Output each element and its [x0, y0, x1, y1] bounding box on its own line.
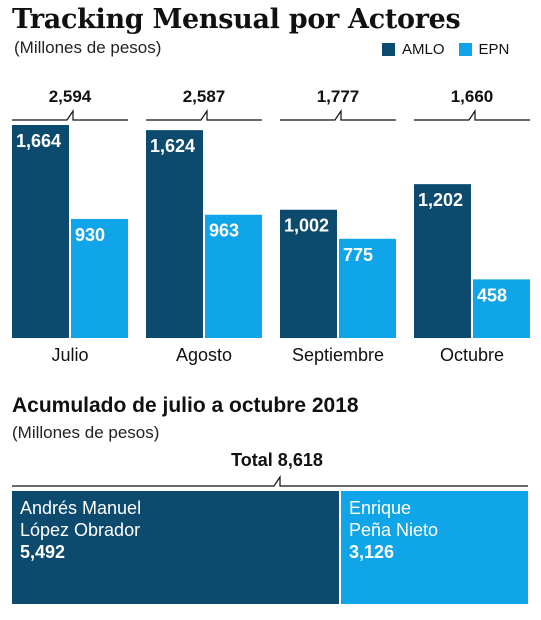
- total-bracket: Total 8,618: [12, 450, 528, 488]
- category-label: Septiembre: [292, 345, 384, 365]
- total-bracket-line: [12, 475, 528, 487]
- bar-epn-septiembre: [339, 238, 396, 338]
- legend-swatch-amlo: [382, 43, 395, 56]
- month-total-label: 2,587: [183, 87, 226, 106]
- month-total-label: 2,594: [49, 87, 92, 106]
- bar-amlo-agosto: [146, 130, 203, 338]
- legend-swatch-epn: [458, 43, 472, 56]
- cumulative-value-epn: 3,126: [349, 542, 395, 562]
- legend-label-amlo: AMLO: [402, 41, 445, 58]
- category-label: Agosto: [176, 345, 232, 365]
- bar-value-label: 775: [343, 245, 373, 265]
- cumulative-value-amlo: 5,492: [20, 542, 66, 562]
- bar-value-label: 1,664: [16, 131, 61, 151]
- category-label: Julio: [51, 345, 88, 365]
- bar-value-label: 963: [209, 221, 239, 241]
- legend: AMLO EPN: [382, 41, 509, 58]
- bar-epn-agosto: [205, 214, 262, 338]
- total-bracket-0: [12, 109, 128, 121]
- total-bracket-1: [146, 109, 262, 121]
- legend-label-epn: EPN: [478, 41, 510, 58]
- bar-amlo-octubre: [414, 184, 471, 338]
- cumulative-subtitle: (Millones de pesos): [12, 423, 160, 442]
- category-label: Octubre: [440, 345, 504, 365]
- monthly-bar-chart: 2,594 1,664 930 Julio 2,587 1,624 963 Agosto 1,7…: [12, 87, 530, 365]
- cumulative-bar-amlo: Andrés Manuel López Obrador 5,492: [12, 491, 339, 604]
- bar-epn-octubre: [473, 279, 530, 338]
- bar-value-label: 1,202: [418, 190, 463, 210]
- legend-item-amlo: AMLO: [382, 41, 445, 58]
- cumulative-name-amlo-line2: López Obrador: [20, 520, 141, 540]
- cumulative-name-epn-line2: Peña Nieto: [349, 520, 439, 540]
- bar-value-label: 1,624: [150, 136, 195, 156]
- bar-value-label: 458: [477, 285, 507, 305]
- total-label: Total 8,618: [231, 450, 323, 470]
- month-total-label: 1,660: [451, 87, 494, 106]
- total-bracket-3: [414, 109, 530, 121]
- chart-subtitle: (Millones de pesos): [14, 38, 162, 57]
- bar-value-label: 930: [75, 225, 105, 245]
- bar-amlo-septiembre: [280, 209, 337, 338]
- chart-title: Tracking Mensual por Actores: [12, 4, 461, 35]
- cumulative-title: Acumulado de julio a octubre 2018: [12, 394, 359, 417]
- bar-amlo-julio: [12, 125, 69, 338]
- total-bracket-2: [280, 109, 396, 121]
- cumulative-name-amlo-line1: Andrés Manuel: [20, 498, 142, 518]
- cumulative-bar-epn: Enrique Peña Nieto 3,126: [341, 491, 528, 604]
- legend-item-epn: EPN: [458, 41, 510, 58]
- month-total-label: 1,777: [317, 87, 360, 106]
- cumulative-name-epn-line1: Enrique: [349, 498, 412, 518]
- bar-epn-julio: [71, 218, 128, 338]
- bar-value-label: 1,002: [284, 216, 329, 236]
